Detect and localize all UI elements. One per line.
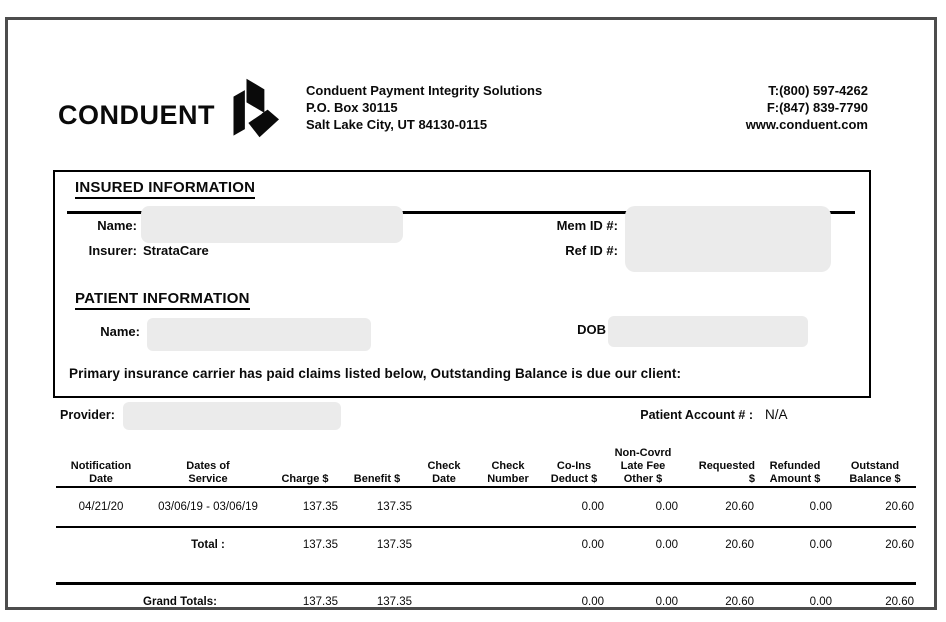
column-header: Notification Date: [70, 460, 132, 485]
column-header: Check Number: [487, 460, 529, 485]
table-rule: [56, 526, 916, 528]
website-url: www.conduent.com: [745, 117, 868, 132]
table-cell: 0.00: [809, 539, 832, 551]
table-cell: 137.35: [376, 539, 412, 551]
patient-name-redaction: [147, 318, 371, 351]
table-cell: 20.60: [885, 596, 914, 608]
patient-information-heading: PATIENT INFORMATION: [75, 290, 250, 310]
mem-id-label: Mem ID #:: [556, 218, 618, 233]
patient-account-label: Patient Account # :: [640, 408, 753, 422]
table-cell: Grand Totals:: [143, 596, 217, 608]
table-cell: 0.00: [809, 501, 832, 513]
table-cell: 0.00: [655, 501, 678, 513]
provider-redaction: [123, 402, 341, 430]
conduent-cube-icon: [233, 78, 279, 138]
patient-name-label: Name:: [100, 324, 140, 339]
insured-name-label: Name:: [97, 218, 137, 233]
page-border-frame: CONDUENT Conduent Payment Integrity Solu…: [5, 17, 937, 610]
table-cell: 20.60: [885, 539, 914, 551]
table-cell: 20.60: [725, 539, 754, 551]
contact-info: T:(800) 597-4262 F:(847) 839-7790 www.co…: [648, 82, 868, 133]
provider-label: Provider:: [60, 408, 115, 422]
column-header: Refunded Amount $: [769, 460, 821, 485]
table-cell: [474, 585, 542, 609]
table-cell: 137.35: [302, 501, 338, 513]
column-header: Outstand Balance $: [849, 460, 901, 485]
table-cell: 137.35: [302, 596, 338, 608]
table-cell: 137.35: [376, 501, 412, 513]
company-city: Salt Lake City, UT 84130-0115: [306, 117, 488, 132]
insurer-label: Insurer:: [88, 243, 137, 258]
conduent-wordmark: CONDUENT: [58, 99, 215, 130]
table-row: 04/21/20 03/06/19 - 03/06/19 137.35 137.35 0…: [56, 488, 916, 514]
column-header: Dates of Service: [186, 460, 230, 485]
conduent-logo: CONDUENT: [58, 75, 279, 141]
insurer-value: StrataCare: [143, 243, 209, 258]
mem-ref-id-redaction: [625, 206, 831, 272]
phone-number: T:(800) 597-4262: [768, 83, 868, 98]
table-cell: 0.00: [809, 596, 832, 608]
table-cell: 20.60: [725, 501, 754, 513]
fax-number: F:(847) 839-7790: [766, 100, 868, 115]
dob-label: DOB: [577, 322, 606, 337]
table-cell: 0.00: [581, 539, 604, 551]
table-cell: 03/06/19 - 03/06/19: [158, 501, 258, 513]
table-cell: 04/21/20: [78, 501, 124, 513]
table-cell: Total :: [191, 539, 225, 551]
dob-redaction: [608, 316, 808, 347]
column-header: Benefit $: [353, 473, 401, 485]
table-cell: 20.60: [725, 596, 754, 608]
patient-account-value: N/A: [765, 407, 788, 422]
table-header-row: Notification Date Dates of Service Charge $ B…: [56, 444, 916, 486]
table-rule: [56, 486, 916, 488]
table-cell: 0.00: [581, 501, 604, 513]
column-header: Co-Ins Deduct $: [550, 460, 598, 485]
column-header: Non-Covrd Late Fee Other $: [614, 447, 672, 485]
table-cell: [474, 528, 542, 552]
table-cell: [56, 528, 146, 552]
balance-notice: Primary insurance carrier has paid claim…: [69, 366, 682, 381]
table-cell: 137.35: [376, 596, 412, 608]
company-name: Conduent Payment Integrity Solutions: [306, 83, 543, 98]
table-total-row: Total : 137.35 137.35 0.00 0.00 20.60 0.00 20.6…: [56, 528, 916, 552]
table-cell: [414, 528, 474, 552]
ref-id-label: Ref ID #:: [565, 243, 618, 258]
table-cell: [414, 488, 474, 514]
company-po-box: P.O. Box 30115: [306, 100, 398, 115]
insured-name-redaction: [141, 206, 403, 243]
table-cell: 0.00: [655, 539, 678, 551]
table-rule: [56, 582, 916, 585]
column-header: Charge $: [281, 473, 329, 485]
section-divider-rule: [67, 211, 855, 214]
table-cell: 20.60: [885, 501, 914, 513]
table-cell: 137.35: [302, 539, 338, 551]
table-grand-row: Grand Totals: 137.35 137.35 0.00 0.00 20.60 0.…: [56, 585, 916, 609]
table-cell: 0.00: [655, 596, 678, 608]
table-cell: [414, 585, 474, 609]
information-box: INSURED INFORMATION Name: Insurer: Strat…: [53, 170, 871, 398]
column-header: Check Date: [427, 460, 461, 485]
column-header: Requested $: [698, 460, 755, 485]
table-cell: 0.00: [581, 596, 604, 608]
company-address: Conduent Payment Integrity Solutions P.O…: [306, 82, 542, 133]
table-cell: [474, 488, 542, 514]
claims-table: Notification Date Dates of Service Charge $ B…: [56, 444, 916, 609]
insured-information-heading: INSURED INFORMATION: [75, 179, 256, 199]
